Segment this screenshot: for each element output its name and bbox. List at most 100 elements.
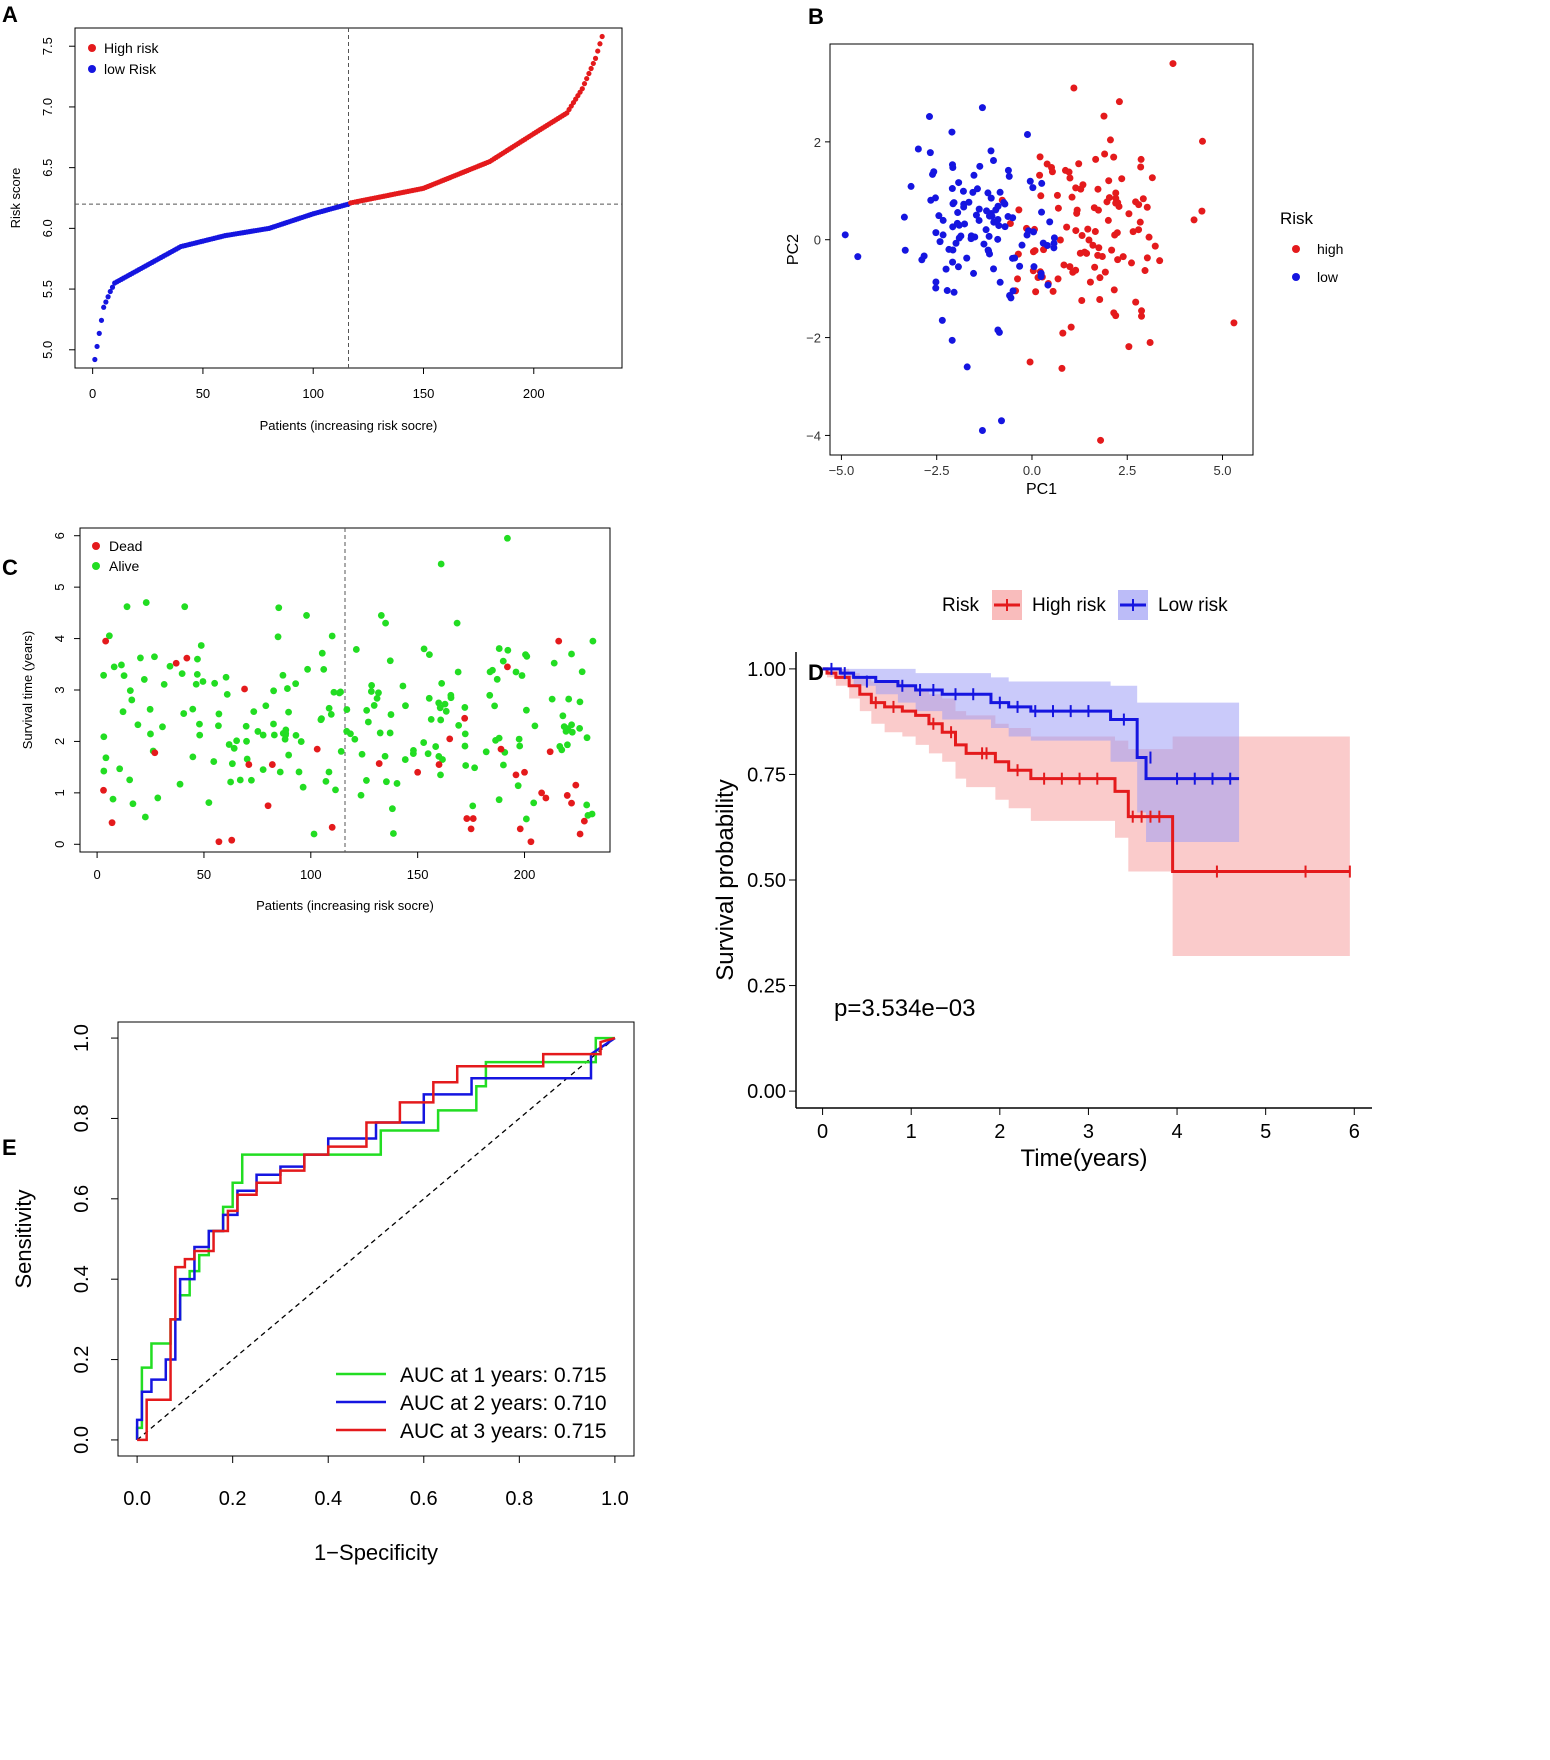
low-point <box>996 278 1004 286</box>
alive-point <box>228 760 236 768</box>
alive-point <box>486 691 494 699</box>
high-point <box>1128 259 1136 267</box>
alive-point <box>522 815 530 823</box>
alive-point <box>146 705 154 713</box>
alive-point <box>142 599 150 606</box>
high-point <box>1090 204 1098 212</box>
x-tick-label: 5 <box>1260 1121 1271 1143</box>
high-point <box>1145 233 1153 241</box>
low-point <box>920 252 928 260</box>
low-point <box>1026 177 1034 185</box>
alive-point <box>426 651 433 659</box>
low-point <box>1005 172 1013 180</box>
x-tick-label: 150 <box>413 386 435 401</box>
alive-point <box>387 711 395 718</box>
high-point <box>1135 226 1143 234</box>
alive-point <box>129 800 137 808</box>
legend-title: Risk <box>1280 209 1314 228</box>
alive-point <box>247 776 255 784</box>
alive-point <box>461 742 469 750</box>
high-point <box>1115 98 1123 106</box>
y-tick-label: 0.2 <box>71 1346 93 1374</box>
alive-point <box>215 710 223 718</box>
alive-point <box>558 746 566 754</box>
alive-point <box>578 668 586 676</box>
high-point <box>1037 192 1045 200</box>
dead-point <box>521 768 528 776</box>
dead-point <box>245 761 253 768</box>
alive-point <box>123 603 131 611</box>
high-point <box>1084 225 1092 233</box>
high-point <box>1059 329 1067 337</box>
alive-point <box>154 794 162 802</box>
alive-point <box>192 680 200 688</box>
high-point <box>1137 155 1145 163</box>
alive-point <box>427 716 435 723</box>
alive-point <box>495 796 503 804</box>
low-point <box>959 187 967 195</box>
high-point <box>1135 201 1143 209</box>
high-point <box>1132 298 1140 306</box>
low-point <box>994 202 1002 210</box>
y-tick-label: −2 <box>806 331 821 346</box>
alive-point <box>495 645 503 652</box>
alive-point <box>292 680 300 688</box>
low-point <box>965 198 973 206</box>
alive-point <box>390 830 397 837</box>
high-point <box>1100 112 1108 120</box>
alive-point <box>147 730 154 738</box>
alive-point <box>447 691 455 699</box>
y-axis-label: Survival probability <box>712 779 739 980</box>
x-axis-label: Patients (increasing risk socre) <box>260 418 438 433</box>
alive-point <box>437 560 445 568</box>
high-point <box>1230 319 1238 327</box>
alive-point <box>500 761 507 769</box>
alive-point <box>564 741 571 749</box>
high-point <box>1029 248 1037 256</box>
low-point <box>1007 294 1015 302</box>
high-point <box>1143 203 1151 211</box>
high-point <box>1036 153 1044 161</box>
dead-point <box>241 685 248 693</box>
alive-point <box>576 698 584 706</box>
y-tick-label: 6.0 <box>40 219 55 237</box>
x-tick-label: 0.8 <box>505 1488 533 1510</box>
alive-point <box>230 744 238 752</box>
low-point <box>1009 214 1017 222</box>
y-tick-label: 0 <box>52 841 67 848</box>
alive-point <box>455 721 463 729</box>
legend-label: High risk <box>1032 595 1106 616</box>
low-point <box>938 316 946 324</box>
dead-point <box>576 830 584 838</box>
alive-point <box>100 767 108 775</box>
dead-point <box>313 745 321 753</box>
high-point <box>1072 227 1080 235</box>
x-tick-label: 2 <box>994 1121 1005 1143</box>
alive-point <box>489 666 496 674</box>
alive-point <box>370 702 378 709</box>
high-point <box>1054 204 1062 212</box>
alive-point <box>409 750 417 758</box>
x-axis-label: 1−Specificity <box>314 1540 438 1565</box>
plot-frame <box>829 43 1254 456</box>
high-point <box>1068 193 1076 201</box>
alive-point <box>515 735 523 743</box>
high-point <box>1190 216 1198 224</box>
alive-point <box>386 657 394 665</box>
alive-point <box>453 619 461 627</box>
alive-point <box>437 716 445 724</box>
alive-point <box>189 705 197 713</box>
x-tick-label: 0 <box>817 1121 828 1143</box>
low-point <box>957 232 965 240</box>
x-tick-label: 0 <box>89 386 96 401</box>
alive-point <box>442 707 450 715</box>
alive-point <box>119 708 127 716</box>
alive-point <box>514 782 522 790</box>
y-tick-label: 6 <box>52 532 67 539</box>
high-point <box>1070 84 1078 92</box>
alive-point <box>109 795 117 803</box>
low-risk-point <box>103 299 109 305</box>
alive-point <box>181 603 189 611</box>
high-point <box>1118 175 1126 183</box>
